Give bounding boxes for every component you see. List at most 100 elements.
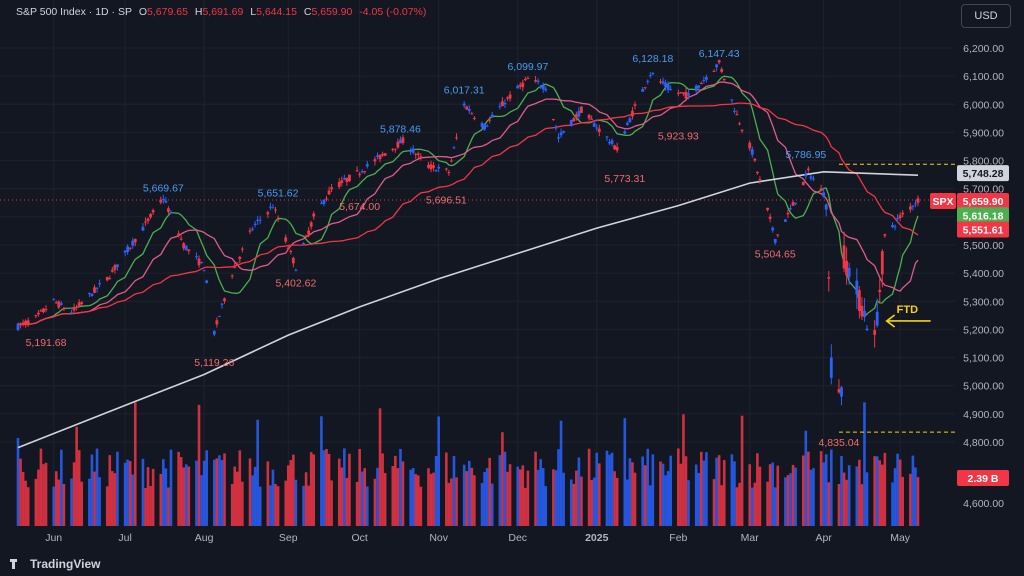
candle-body bbox=[144, 221, 147, 223]
tradingview-icon bbox=[10, 559, 26, 569]
volume-bar bbox=[768, 464, 772, 526]
volume-bar bbox=[105, 486, 109, 526]
candle-body bbox=[248, 230, 252, 232]
volume-bar bbox=[753, 482, 757, 526]
volume-bar bbox=[419, 486, 423, 526]
candle-body bbox=[164, 200, 168, 203]
candle-body bbox=[694, 85, 698, 91]
volume-bar bbox=[651, 454, 655, 526]
volume-bar bbox=[480, 483, 484, 526]
volume-bar bbox=[830, 449, 833, 526]
volume-bar bbox=[470, 467, 474, 526]
volume-bar bbox=[824, 454, 828, 526]
volume-bar bbox=[896, 453, 899, 526]
currency-button[interactable]: USD bbox=[961, 4, 1011, 28]
price-tick-label: 6,200.00 bbox=[963, 43, 1004, 55]
candle-body bbox=[880, 251, 884, 275]
candle-body bbox=[664, 82, 667, 87]
candle-body bbox=[740, 129, 744, 132]
volume-bar bbox=[648, 485, 652, 526]
volume-bar bbox=[552, 469, 555, 526]
price-tick-label: 5,000.00 bbox=[963, 381, 1004, 393]
volume-bar bbox=[643, 465, 647, 526]
volume-bar bbox=[394, 455, 397, 526]
sma-200-line bbox=[17, 170, 919, 449]
candle-body bbox=[536, 80, 540, 83]
price-annotation: 5,773.31 bbox=[604, 173, 645, 185]
price-tick-label: 5,300.00 bbox=[963, 296, 1004, 308]
candle-body bbox=[235, 262, 239, 264]
volume-bar bbox=[205, 450, 208, 526]
volume-bar bbox=[116, 451, 119, 526]
volume-bar bbox=[712, 479, 716, 526]
volume-bar bbox=[230, 484, 234, 526]
sma-50-line bbox=[17, 102, 919, 326]
time-axis-bg bbox=[0, 528, 955, 550]
candle-body bbox=[480, 123, 484, 127]
volume-bar bbox=[677, 448, 680, 526]
candle-body bbox=[659, 81, 662, 83]
candle-body bbox=[878, 289, 882, 293]
close-label: C bbox=[303, 6, 312, 18]
price-annotation: 5,651.62 bbox=[258, 187, 299, 199]
volume-bar bbox=[57, 479, 61, 526]
volume-bar bbox=[758, 466, 762, 526]
candle-body bbox=[24, 320, 28, 325]
candle-body bbox=[506, 97, 509, 99]
candle-body bbox=[483, 124, 486, 130]
volume-bar bbox=[666, 471, 670, 526]
price-tag-last-bg bbox=[957, 192, 1009, 209]
volume-bar bbox=[452, 455, 456, 526]
price-annotation: 6,017.31 bbox=[444, 84, 485, 96]
candle-body bbox=[131, 240, 135, 246]
volume-bar bbox=[54, 471, 58, 526]
volume-bar bbox=[641, 456, 644, 526]
candle-body bbox=[812, 178, 815, 180]
candle-body bbox=[21, 322, 25, 324]
volume-bar bbox=[679, 463, 683, 526]
volume-bar bbox=[327, 453, 331, 526]
price-tag-sma10: 5,616.18 bbox=[963, 210, 1004, 222]
candle-body bbox=[804, 174, 808, 177]
time-axis[interactable]: Jun Jul Aug Sep Oct Nov Dec 2025 Feb Mar Apr May bbox=[0, 528, 955, 550]
tradingview-logo[interactable]: TradingView bbox=[10, 557, 100, 571]
candle-body bbox=[610, 140, 614, 144]
price-tag-last: 5,659.90 bbox=[963, 196, 1004, 208]
candle-body bbox=[485, 125, 489, 127]
candle-body bbox=[498, 106, 502, 108]
sma-21-line bbox=[17, 81, 919, 326]
volume-bar bbox=[126, 459, 129, 526]
candle-body bbox=[360, 171, 364, 173]
volume-bar bbox=[365, 486, 369, 526]
candle-body bbox=[720, 69, 724, 72]
candle-body bbox=[791, 202, 795, 206]
volume-bar bbox=[416, 475, 420, 526]
price-tick-label: 6,100.00 bbox=[963, 71, 1004, 83]
price-axis[interactable]: 6,200.00 6,100.00 6,000.00 5,900.00 5,800.00… bbox=[955, 0, 1024, 576]
candle-body bbox=[26, 320, 30, 325]
price-annotation: 6,128.18 bbox=[632, 53, 673, 65]
volume-bar bbox=[399, 448, 402, 526]
candle-body bbox=[452, 147, 456, 149]
candle-body bbox=[806, 168, 810, 171]
volume-bar bbox=[218, 455, 221, 526]
volume-bar bbox=[177, 451, 180, 526]
symbol-title[interactable]: S&P 500 Index · 1D · SP bbox=[16, 6, 132, 18]
volume-bar bbox=[34, 478, 38, 526]
volume-bar bbox=[378, 408, 382, 526]
volume-bar bbox=[860, 484, 864, 526]
volume-bar bbox=[646, 448, 650, 526]
candle-body bbox=[562, 130, 566, 133]
candle-body bbox=[274, 209, 277, 211]
volume-bar bbox=[266, 461, 270, 526]
volume-bar bbox=[771, 462, 774, 526]
volume-bar bbox=[44, 462, 48, 526]
volume-bar bbox=[750, 487, 754, 526]
candle-body bbox=[266, 212, 270, 215]
candle-body bbox=[161, 198, 165, 200]
volume-bar bbox=[595, 452, 599, 526]
volume-bar bbox=[572, 483, 576, 526]
candle-body bbox=[613, 145, 617, 150]
candle-body bbox=[309, 222, 313, 227]
